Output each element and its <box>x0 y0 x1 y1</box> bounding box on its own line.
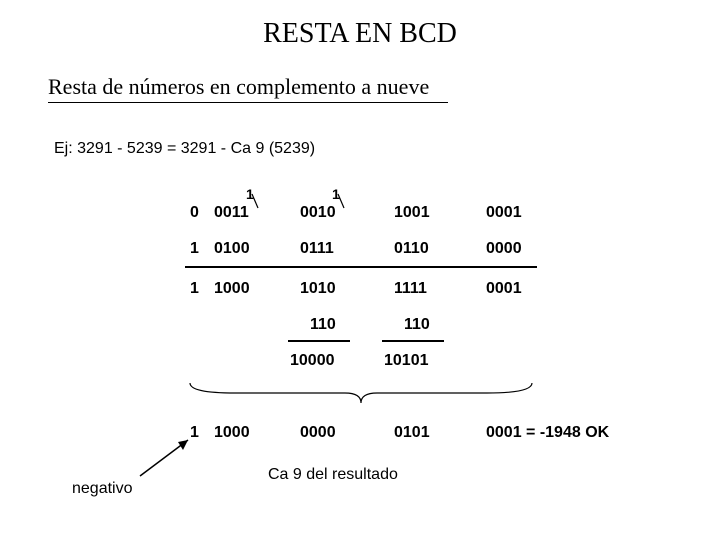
arrow-negativo <box>130 436 200 486</box>
r5-c3: 10101 <box>384 352 429 370</box>
r4-c3: 110 <box>404 316 430 334</box>
r3-c4: 0001 <box>486 280 522 298</box>
hline-1 <box>185 266 537 268</box>
subtitle: Resta de números en complemento a nueve <box>48 74 429 100</box>
carry-tick-1 <box>250 192 262 210</box>
r3-c3: 1111 <box>394 280 427 298</box>
hline-c2 <box>288 340 350 342</box>
r2-c3: 0110 <box>394 240 429 258</box>
r1-lead: 0 <box>190 204 199 222</box>
example-line: Ej: 3291 - 5239 = 3291 - Ca 9 (5239) <box>54 140 315 158</box>
r3-c1: 1000 <box>214 280 250 298</box>
r5-c2: 10000 <box>290 352 335 370</box>
r1-c1: 0011 <box>214 204 249 222</box>
carry-tick-2 <box>336 192 348 210</box>
r1-c3: 1001 <box>394 204 430 222</box>
r2-lead: 1 <box>190 240 199 258</box>
r4-c2: 110 <box>310 316 336 334</box>
hline-c3 <box>382 340 444 342</box>
r3-lead: 1 <box>190 280 199 298</box>
ca9-label: Ca 9 del resultado <box>268 466 398 484</box>
curly-brace <box>185 378 537 408</box>
r2-c4: 0000 <box>486 240 522 258</box>
r1-c4: 0001 <box>486 204 522 222</box>
subtitle-underline <box>48 102 448 103</box>
r6-c2: 0000 <box>300 424 336 442</box>
r6-c1: 1000 <box>214 424 250 442</box>
r3-c2: 1010 <box>300 280 336 298</box>
r2-c1: 0100 <box>214 240 250 258</box>
r2-c2: 0111 <box>300 240 334 258</box>
r6-c3: 0101 <box>394 424 430 442</box>
page-title: RESTA EN BCD <box>0 18 720 50</box>
r1-c2: 0010 <box>300 204 336 222</box>
r6-c4: 0001 = -1948 OK <box>486 424 609 442</box>
negativo-label: negativo <box>72 480 133 498</box>
